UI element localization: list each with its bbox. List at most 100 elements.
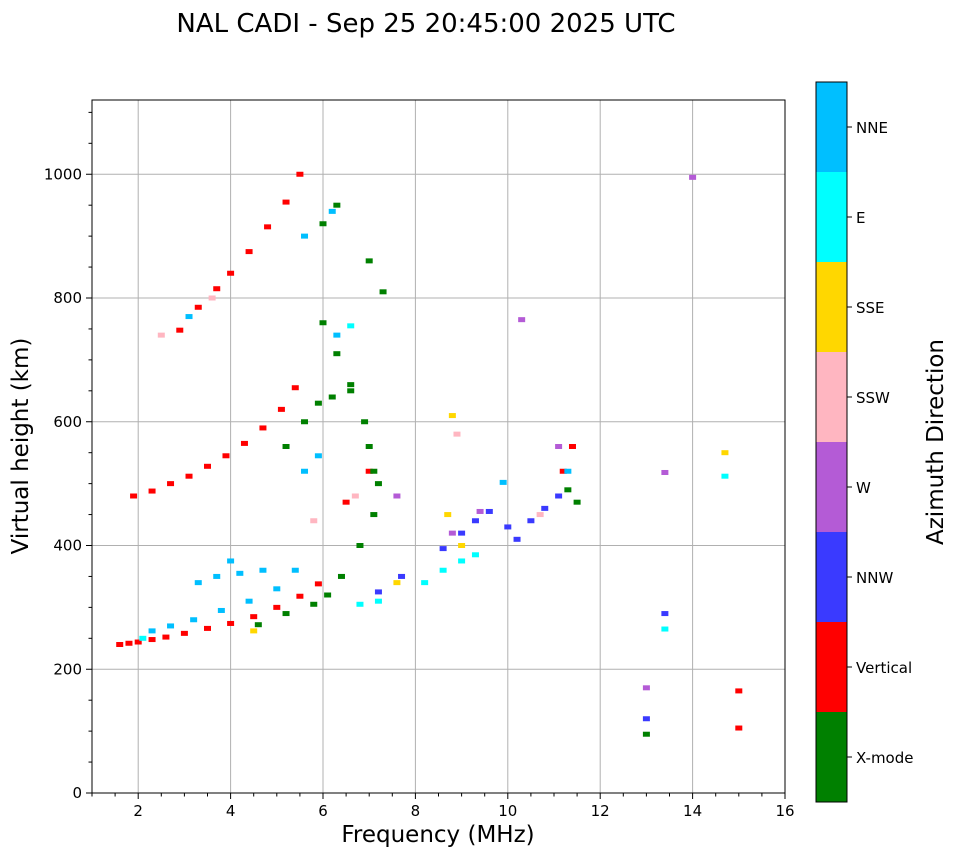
x-tick-label: 4 bbox=[226, 802, 236, 820]
colorbar-segment bbox=[816, 172, 847, 262]
data-point-nne bbox=[185, 314, 193, 320]
data-point-nnw bbox=[439, 546, 447, 552]
data-point-x-mode bbox=[319, 320, 327, 326]
colorbar-segment bbox=[816, 82, 847, 172]
data-point-ssw bbox=[453, 431, 461, 437]
data-point-nne bbox=[167, 623, 175, 629]
data-point-sse bbox=[444, 512, 452, 518]
data-point-vertical bbox=[185, 473, 193, 479]
data-point-e bbox=[661, 626, 669, 632]
chart-title: NAL CADI - Sep 25 20:45:00 2025 UTC bbox=[176, 9, 675, 39]
data-points-layer bbox=[116, 171, 743, 737]
data-point-vertical bbox=[259, 425, 267, 431]
colorbar-segment bbox=[816, 352, 847, 442]
axis-layer: 2 4 6 8 10 12 14 16 0 200 400 600 800 1000 bbox=[44, 111, 795, 820]
data-point-ssw bbox=[351, 493, 359, 499]
grid-layer bbox=[92, 100, 785, 793]
data-point-x-mode bbox=[379, 289, 387, 295]
data-point-vertical bbox=[227, 620, 235, 626]
data-point-vertical bbox=[213, 286, 221, 292]
data-point-x-mode bbox=[324, 592, 332, 598]
data-point-vertical bbox=[125, 640, 133, 646]
colorbar-segment bbox=[816, 442, 847, 532]
data-point-ssw bbox=[536, 512, 544, 518]
colorbar: X-mode Vertical NNW W SSW SSE E NNE bbox=[815, 81, 913, 803]
colorbar-tick-label: W bbox=[856, 479, 871, 497]
data-point-w bbox=[393, 493, 401, 499]
data-point-vertical bbox=[264, 224, 272, 230]
x-axis-label: Frequency (MHz) bbox=[341, 822, 534, 848]
data-point-x-mode bbox=[642, 731, 650, 737]
colorbar-label: Azimuth Direction bbox=[923, 339, 949, 545]
data-point-x-mode bbox=[365, 444, 373, 449]
data-point-nnw bbox=[471, 518, 479, 524]
data-point-nne bbox=[194, 580, 202, 586]
data-point-nnw bbox=[661, 611, 669, 617]
data-point-sse bbox=[393, 580, 401, 586]
data-point-e bbox=[439, 567, 447, 573]
data-point-sse bbox=[250, 628, 258, 634]
data-point-vertical bbox=[296, 171, 304, 177]
data-point-nnw bbox=[398, 573, 406, 579]
data-point-nne bbox=[333, 332, 341, 338]
data-point-e bbox=[356, 601, 364, 607]
colorbar-frame bbox=[815, 81, 848, 803]
data-point-ssw bbox=[157, 332, 165, 338]
data-point-nne bbox=[301, 233, 309, 239]
data-point-e bbox=[421, 580, 429, 586]
data-point-nne bbox=[236, 570, 244, 576]
x-tick-label: 14 bbox=[683, 802, 702, 820]
data-point-nne bbox=[245, 598, 253, 604]
data-point-vertical bbox=[735, 725, 743, 731]
data-point-vertical bbox=[176, 327, 184, 333]
data-point-nnw bbox=[555, 493, 563, 499]
data-point-vertical bbox=[735, 688, 743, 694]
data-point-nne bbox=[227, 558, 235, 564]
data-point-x-mode bbox=[370, 468, 378, 474]
colorbar-segment bbox=[816, 262, 847, 352]
data-point-nne bbox=[314, 453, 322, 459]
data-point-x-mode bbox=[356, 543, 364, 548]
data-point-vertical bbox=[245, 249, 253, 255]
data-point-vertical bbox=[342, 499, 350, 505]
y-tick-label: 800 bbox=[53, 289, 82, 307]
x-tick-label: 8 bbox=[411, 802, 421, 820]
data-point-nnw bbox=[374, 589, 382, 595]
data-point-nne bbox=[213, 573, 221, 579]
data-point-vertical bbox=[167, 481, 175, 487]
data-point-w bbox=[661, 469, 669, 475]
data-point-x-mode bbox=[347, 388, 355, 394]
data-point-x-mode bbox=[374, 481, 382, 487]
colorbar-tick-label: NNW bbox=[856, 569, 893, 587]
data-point-x-mode bbox=[573, 499, 581, 505]
data-point-vertical bbox=[240, 440, 248, 446]
data-point-vertical bbox=[130, 493, 138, 499]
data-point-x-mode bbox=[333, 202, 341, 208]
data-point-x-mode bbox=[282, 611, 290, 617]
y-axis-label: Virtual height (km) bbox=[8, 338, 34, 555]
data-point-x-mode bbox=[347, 382, 355, 388]
data-point-x-mode bbox=[564, 487, 572, 493]
data-point-x-mode bbox=[361, 419, 369, 425]
data-point-vertical bbox=[116, 642, 124, 647]
data-point-vertical bbox=[162, 634, 170, 640]
x-tick-label: 12 bbox=[591, 802, 610, 820]
data-point-ssw bbox=[208, 295, 216, 301]
data-point-w bbox=[689, 174, 697, 180]
colorbar-tick-label: SSW bbox=[856, 389, 890, 407]
colorbar-segment bbox=[816, 622, 847, 712]
data-point-nnw bbox=[513, 536, 521, 542]
x-tick-label: 6 bbox=[318, 802, 328, 820]
data-point-sse bbox=[458, 543, 466, 548]
data-point-vertical bbox=[194, 304, 202, 310]
data-point-ssw bbox=[310, 518, 318, 524]
data-point-vertical bbox=[222, 453, 230, 459]
data-point-vertical bbox=[148, 637, 156, 643]
colorbar-tick-label: NNE bbox=[856, 119, 888, 137]
data-point-x-mode bbox=[282, 444, 290, 449]
colorbar-tick-label: SSE bbox=[856, 299, 885, 317]
data-point-w bbox=[642, 685, 650, 691]
data-point-x-mode bbox=[319, 221, 327, 227]
